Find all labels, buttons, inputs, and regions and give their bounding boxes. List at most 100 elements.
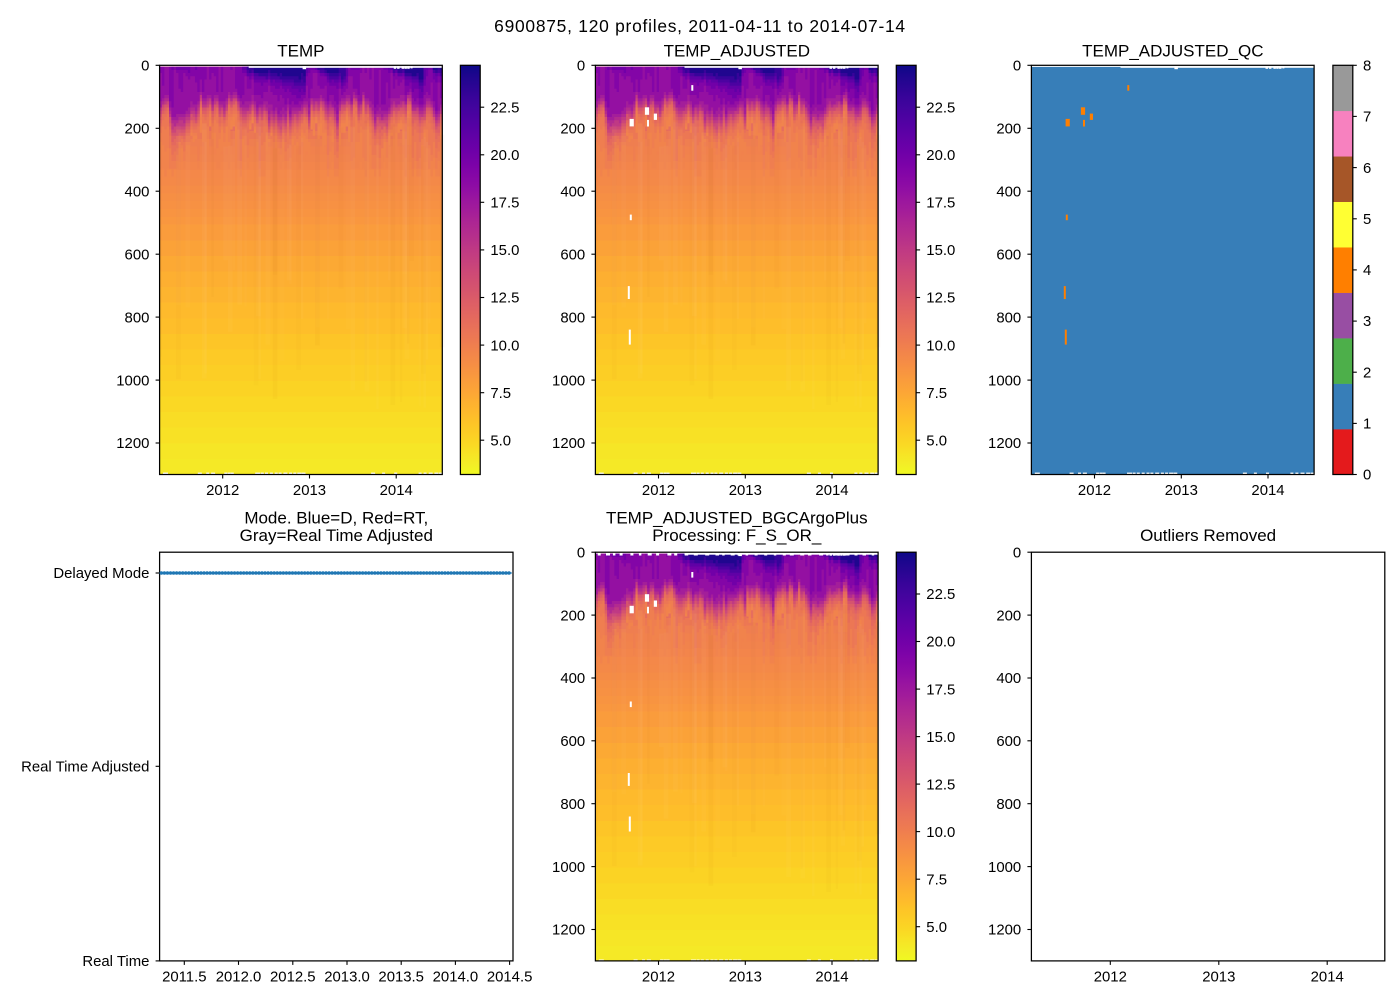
svg-text:0: 0 — [1013, 59, 1021, 75]
svg-text:0: 0 — [577, 545, 585, 561]
svg-text:1000: 1000 — [988, 860, 1021, 876]
svg-text:2012.0: 2012.0 — [216, 969, 262, 985]
svg-text:Real Time: Real Time — [82, 954, 149, 970]
svg-text:2011.5: 2011.5 — [162, 969, 206, 985]
svg-text:12.5: 12.5 — [490, 291, 519, 307]
svg-text:1000: 1000 — [988, 373, 1021, 389]
svg-text:3: 3 — [1363, 314, 1371, 330]
svg-text:15.0: 15.0 — [926, 243, 955, 259]
svg-text:2012.5: 2012.5 — [270, 969, 316, 985]
svg-text:1000: 1000 — [116, 373, 149, 389]
svg-text:800: 800 — [996, 797, 1021, 813]
svg-text:1200: 1200 — [988, 436, 1021, 452]
svg-text:2012: 2012 — [1094, 969, 1127, 985]
svg-text:12.5: 12.5 — [926, 291, 955, 307]
svg-text:2: 2 — [1363, 365, 1371, 381]
svg-text:15.0: 15.0 — [926, 730, 955, 746]
svg-text:Real Time Adjusted: Real Time Adjusted — [21, 760, 149, 776]
svg-text:800: 800 — [125, 310, 150, 326]
svg-text:TEMP_ADJUSTED_BGCArgoPlus: TEMP_ADJUSTED_BGCArgoPlus — [606, 509, 868, 528]
svg-text:5.0: 5.0 — [926, 433, 947, 449]
svg-text:TEMP_ADJUSTED_QC: TEMP_ADJUSTED_QC — [1082, 42, 1263, 61]
svg-text:2012: 2012 — [206, 483, 239, 499]
svg-text:17.5: 17.5 — [490, 196, 519, 212]
svg-text:6900875, 120 profiles, 2011-04: 6900875, 120 profiles, 2011-04-11 to 201… — [494, 16, 906, 36]
svg-text:10.0: 10.0 — [926, 825, 955, 841]
svg-text:2012: 2012 — [642, 969, 675, 985]
svg-text:2013: 2013 — [729, 483, 762, 499]
svg-text:Delayed Mode: Delayed Mode — [53, 566, 149, 582]
svg-text:200: 200 — [996, 608, 1021, 624]
svg-text:2014: 2014 — [1311, 969, 1344, 985]
svg-text:6: 6 — [1363, 161, 1371, 177]
svg-text:400: 400 — [560, 184, 585, 200]
svg-text:800: 800 — [560, 310, 585, 326]
svg-text:400: 400 — [996, 184, 1021, 200]
svg-text:1200: 1200 — [988, 923, 1021, 939]
svg-text:5.0: 5.0 — [490, 433, 511, 449]
svg-text:0: 0 — [141, 59, 149, 75]
svg-text:Gray=Real Time Adjusted: Gray=Real Time Adjusted — [240, 526, 433, 545]
svg-text:Processing: F_S_OR_: Processing: F_S_OR_ — [652, 526, 822, 545]
svg-text:1200: 1200 — [552, 923, 585, 939]
svg-text:8: 8 — [1363, 59, 1371, 75]
svg-text:15.0: 15.0 — [490, 243, 519, 259]
svg-text:600: 600 — [560, 247, 585, 263]
svg-text:7.5: 7.5 — [926, 386, 947, 402]
svg-text:TEMP: TEMP — [277, 42, 324, 61]
svg-text:17.5: 17.5 — [926, 196, 955, 212]
svg-text:2013.0: 2013.0 — [324, 969, 370, 985]
svg-text:22.5: 22.5 — [490, 100, 519, 116]
svg-text:2012: 2012 — [642, 483, 675, 499]
svg-text:0: 0 — [577, 59, 585, 75]
svg-text:600: 600 — [125, 247, 150, 263]
svg-text:7.5: 7.5 — [926, 872, 947, 888]
svg-text:600: 600 — [996, 734, 1021, 750]
svg-text:400: 400 — [996, 671, 1021, 687]
svg-text:0: 0 — [1363, 468, 1371, 484]
svg-text:400: 400 — [560, 671, 585, 687]
svg-text:7.5: 7.5 — [490, 386, 511, 402]
svg-text:22.5: 22.5 — [926, 100, 955, 116]
svg-text:20.0: 20.0 — [926, 148, 955, 164]
svg-text:200: 200 — [996, 122, 1021, 138]
svg-text:2013: 2013 — [293, 483, 326, 499]
svg-text:7: 7 — [1363, 110, 1371, 126]
svg-text:2014: 2014 — [1251, 483, 1284, 499]
svg-text:22.5: 22.5 — [926, 587, 955, 603]
svg-text:2013.5: 2013.5 — [378, 969, 424, 985]
svg-text:12.5: 12.5 — [926, 777, 955, 793]
svg-text:10.0: 10.0 — [926, 338, 955, 354]
svg-text:0: 0 — [1013, 545, 1021, 561]
svg-text:5: 5 — [1363, 212, 1371, 228]
svg-text:600: 600 — [560, 734, 585, 750]
svg-text:2013: 2013 — [729, 969, 762, 985]
svg-text:1000: 1000 — [552, 373, 585, 389]
svg-text:10.0: 10.0 — [490, 338, 519, 354]
svg-text:400: 400 — [125, 184, 150, 200]
svg-text:1200: 1200 — [552, 436, 585, 452]
svg-text:20.0: 20.0 — [926, 635, 955, 651]
svg-text:200: 200 — [560, 608, 585, 624]
svg-text:Outliers Removed: Outliers Removed — [1140, 526, 1276, 545]
svg-text:2012: 2012 — [1078, 483, 1111, 499]
svg-text:800: 800 — [996, 310, 1021, 326]
svg-text:200: 200 — [125, 122, 150, 138]
svg-text:800: 800 — [560, 797, 585, 813]
svg-text:2014: 2014 — [815, 969, 848, 985]
svg-text:Mode. Blue=D, Red=RT,: Mode. Blue=D, Red=RT, — [244, 509, 428, 528]
svg-text:2013: 2013 — [1165, 483, 1198, 499]
svg-text:4: 4 — [1363, 263, 1371, 279]
svg-text:200: 200 — [560, 122, 585, 138]
svg-text:TEMP_ADJUSTED: TEMP_ADJUSTED — [664, 42, 810, 61]
svg-text:2014.0: 2014.0 — [433, 969, 479, 985]
svg-text:2014.5: 2014.5 — [487, 969, 533, 985]
svg-text:2014: 2014 — [380, 483, 413, 499]
svg-text:17.5: 17.5 — [926, 682, 955, 698]
svg-text:2014: 2014 — [815, 483, 848, 499]
svg-text:1200: 1200 — [116, 436, 149, 452]
svg-text:2013: 2013 — [1202, 969, 1235, 985]
svg-text:20.0: 20.0 — [490, 148, 519, 164]
svg-text:5.0: 5.0 — [926, 920, 947, 936]
svg-text:1: 1 — [1363, 417, 1371, 433]
